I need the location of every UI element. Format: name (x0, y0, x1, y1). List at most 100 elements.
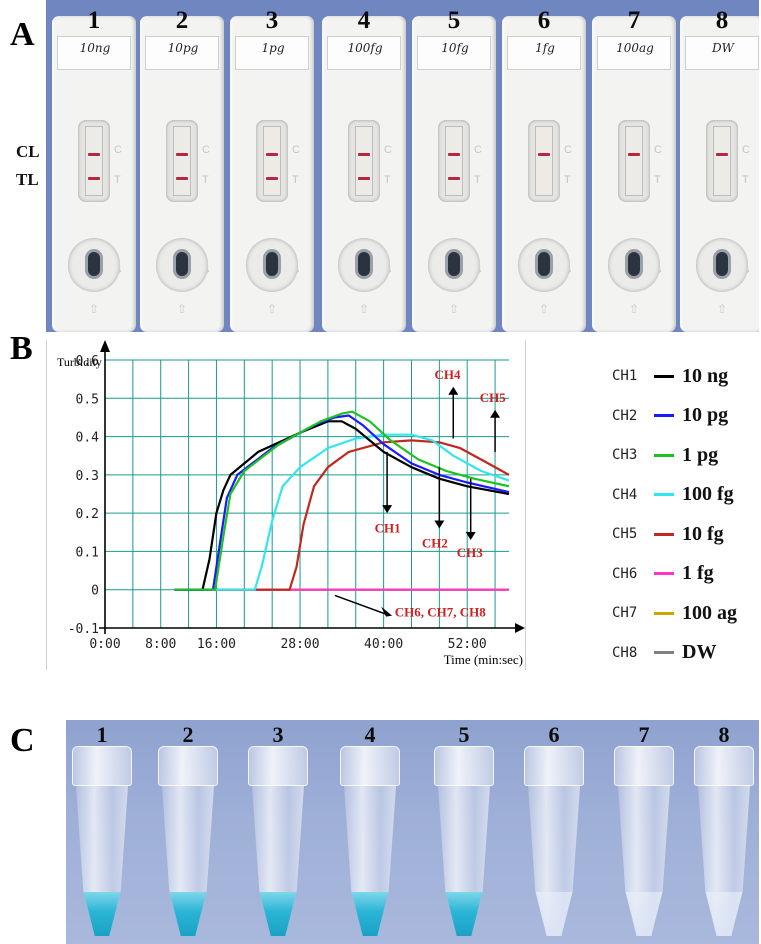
y-axis-title: Turbidity (57, 355, 102, 369)
series-line-ch5 (174, 439, 510, 591)
mark-t: T (742, 174, 749, 186)
control-line-band (448, 153, 460, 156)
mark-t: T (474, 174, 481, 186)
tube-cap (340, 746, 400, 786)
x-axis-title: Time (min:sec) (444, 652, 523, 667)
control-line-band (716, 153, 728, 156)
legend-label: 100 ag (682, 601, 737, 624)
tube-photo: 1 2 3 4 5 6 7 8 (66, 720, 759, 944)
tube-body (76, 786, 128, 936)
y-tick-label: 0.6 (76, 354, 99, 369)
strip-label-tag: 1pg (235, 36, 309, 70)
strip-label: 1pg (261, 41, 285, 55)
tube-cap (248, 746, 308, 786)
mark-c: C (564, 144, 572, 156)
strip-number: 6 (537, 7, 551, 34)
tube-number: 4 (364, 722, 376, 747)
legend-swatch (654, 532, 674, 536)
strip-cassette: 210pgCTS⇧ (140, 7, 224, 332)
strip-label: 10ng (79, 41, 111, 55)
tube-body (252, 786, 304, 936)
y-axis-arrow-icon (100, 340, 110, 352)
annotation-ch2: CH2 (422, 536, 448, 551)
legend-code: CH1 (612, 368, 638, 384)
tube-cap (72, 746, 132, 786)
mark-t: T (202, 174, 209, 186)
flow-arrow-icon: ⇧ (266, 302, 278, 316)
legend-code: CH6 (612, 565, 638, 582)
ch2-arrow-icon-head (434, 520, 445, 529)
tube-cap (434, 746, 494, 786)
ch3-arrow-icon-head (465, 531, 476, 540)
tube-liquid (76, 892, 128, 936)
tube-body (698, 786, 750, 936)
strip-number: 2 (175, 7, 189, 34)
sample-well (338, 238, 390, 292)
sample-hole (445, 249, 463, 279)
tube-liquid (162, 892, 214, 936)
sample-well (608, 238, 660, 292)
control-line-label: CL (16, 142, 40, 161)
tube-liquid (438, 892, 490, 936)
tube-cap (158, 746, 218, 786)
legend-swatch (654, 453, 674, 457)
test-line-band (266, 177, 278, 180)
series-line-ch3 (174, 410, 510, 591)
x-tick-label: 52:00 (448, 637, 487, 652)
result-window (348, 120, 380, 202)
strip-label: 10fg (441, 41, 469, 55)
tube-body (528, 786, 580, 936)
panel-label-b: B (10, 330, 33, 367)
result-membrane (173, 126, 191, 196)
result-membrane (535, 126, 553, 196)
annotation-ch1: CH1 (375, 520, 401, 535)
panel-label-c: C (10, 722, 35, 759)
legend-label: 100 fg (682, 483, 734, 505)
tube-8: 8 (688, 720, 759, 944)
annotation-ch5: CH5 (480, 390, 507, 405)
annotation-ch6-ch8: CH6, CH7, CH8 (395, 605, 487, 620)
flow-arrow-icon: ⇧ (358, 302, 370, 316)
flow-arrow-icon: ⇧ (538, 302, 550, 316)
tube-6: 6 (518, 720, 590, 944)
tube-number: 8 (718, 722, 730, 747)
legend-swatch (654, 414, 674, 417)
ch6-8-arrow-head (381, 606, 393, 617)
control-line-band (266, 153, 278, 156)
tube-number: 5 (458, 722, 470, 747)
result-window (528, 120, 560, 202)
test-line-band (88, 177, 100, 180)
turbidity-chart: 0.6 0.5 0.4 0.3 0.2 0.1 0 -0.10:00 8:00 16:00 28:0… (57, 340, 525, 667)
legend-item-ch2: CH2 10 pg (612, 402, 728, 430)
tube-body (162, 786, 214, 936)
mark-t: T (564, 174, 571, 186)
strip-label: 10pg (167, 41, 199, 55)
flow-arrow-icon: ⇧ (88, 302, 100, 316)
strip-cassette: 510fgCTS⇧ (412, 7, 496, 332)
result-window (618, 120, 650, 202)
test-line-band (358, 177, 370, 180)
legend-item-ch4: CH4 100 fg (612, 481, 734, 509)
mark-c: C (384, 144, 392, 156)
lateral-flow-photo: 110ngCTS⇧210pgCTS⇧31pgCTS⇧4100fgCTS⇧510f… (46, 0, 759, 332)
result-membrane (263, 126, 281, 196)
tube-liquid (528, 892, 580, 936)
x-axis-arrow-icon (515, 623, 525, 633)
legend-item-ch7: CH7 100 ag (612, 599, 737, 627)
mark-c: C (742, 144, 750, 156)
annotation-ch4: CH4 (434, 367, 461, 382)
tube-4: 4 (334, 720, 406, 944)
legend-item-ch5: CH5 10 fg (612, 520, 724, 548)
flow-arrow-icon: ⇧ (176, 302, 188, 316)
turbidity-chart-frame: 0.6 0.5 0.4 0.3 0.2 0.1 0 -0.1 0:00 8:00 16:00 28:0… (46, 340, 526, 670)
legend-code: CH7 (612, 605, 638, 621)
series-line-ch4 (174, 433, 510, 591)
sample-well (68, 238, 120, 292)
result-window (78, 120, 110, 202)
strip-number: 4 (357, 7, 371, 34)
strip-cassette: 8DWCTS⇧ (680, 7, 759, 332)
sample-well (428, 238, 480, 292)
legend-code: CH3 (612, 447, 638, 463)
result-membrane (85, 126, 103, 196)
strip-label: 100ag (616, 41, 654, 55)
